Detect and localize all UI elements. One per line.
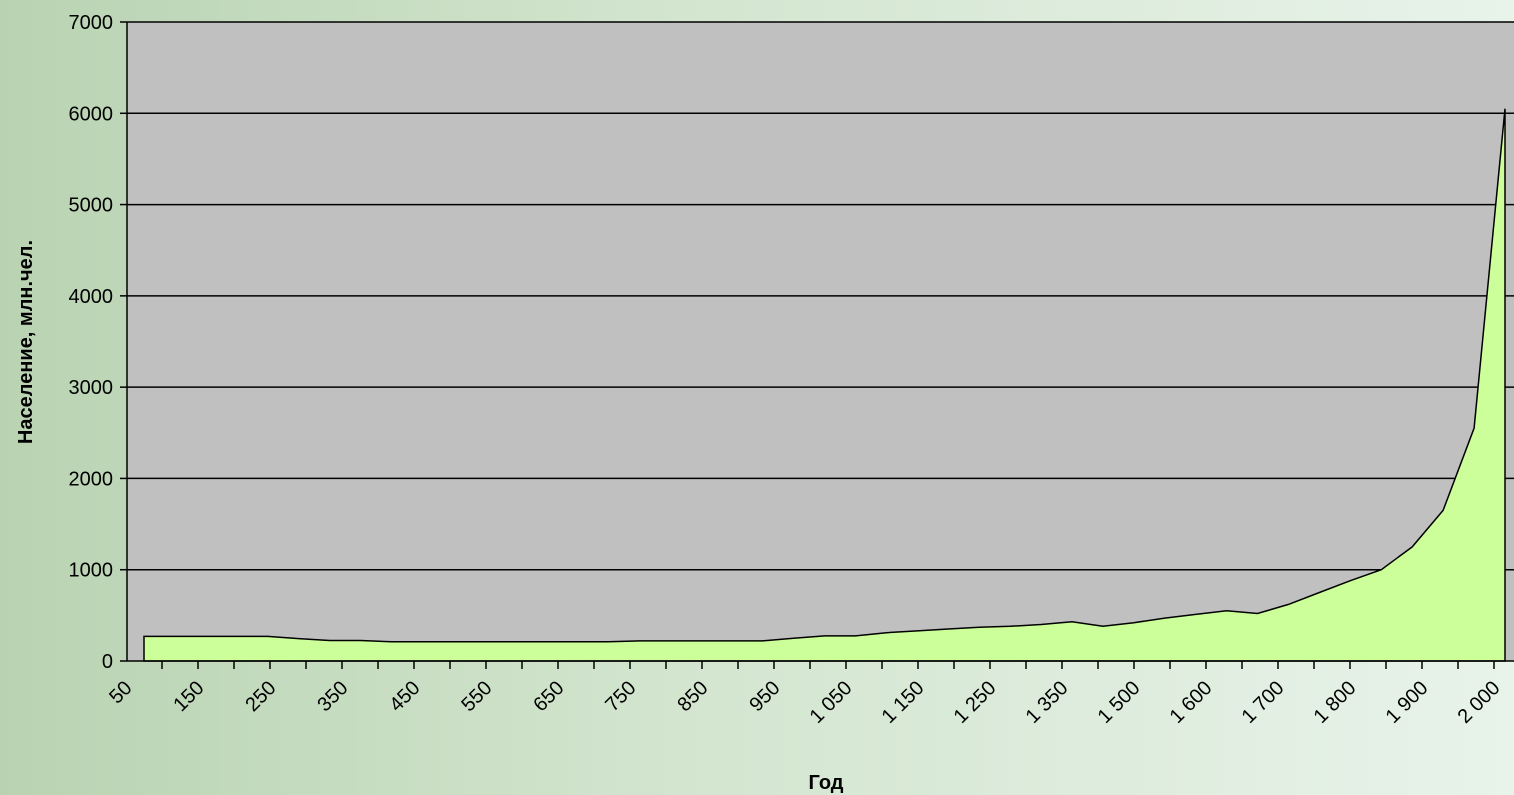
x-tick-label: 1 900 [1382, 677, 1433, 728]
x-tick-label: 950 [745, 677, 784, 716]
x-tick-labels: 50 150 250 350 450 550 650 750 850 950 1 050 1 150 1… [105, 677, 1504, 728]
x-tick-label: 750 [601, 677, 640, 716]
plot-area [127, 22, 1514, 661]
x-tick-label: 350 [313, 677, 352, 716]
x-tick-label: 50 [105, 677, 136, 708]
x-tick-label: 550 [457, 677, 496, 716]
axes [120, 21, 1514, 669]
y-tick-label: 3000 [69, 377, 114, 399]
x-tick-label: 1 600 [1166, 677, 1217, 728]
x-tick-label: 2 000 [1454, 677, 1505, 728]
y-axis-title: Население, млн.чел. [15, 240, 37, 444]
y-tick-label: 6000 [69, 103, 114, 125]
x-tick-label: 1 250 [950, 677, 1001, 728]
x-tick-label: 1 800 [1310, 677, 1361, 728]
y-tick-label: 4000 [69, 286, 114, 308]
y-tick-labels: 0 1000 2000 3000 4000 5000 6000 7000 [69, 12, 114, 673]
x-tick-label: 1 700 [1238, 677, 1289, 728]
x-tick-label: 1 150 [878, 677, 929, 728]
x-tick-label: 850 [673, 677, 712, 716]
x-tick-label: 450 [385, 677, 424, 716]
y-tick-label: 2000 [69, 468, 114, 490]
x-tick-label: 1 500 [1094, 677, 1145, 728]
x-tick-label: 150 [169, 677, 208, 716]
population-area [143, 108, 1506, 662]
y-tick-label: 7000 [69, 12, 114, 34]
gridlines [127, 21, 1514, 571]
y-tick-label: 1000 [69, 560, 114, 582]
x-tick-label: 1 050 [806, 677, 857, 728]
x-tick-label: 250 [241, 677, 280, 716]
x-tick-label: 1 350 [1022, 677, 1073, 728]
x-axis-title: Год [809, 772, 844, 794]
y-tick-label: 0 [102, 651, 113, 673]
y-tick-label: 5000 [69, 195, 114, 217]
x-tick-label: 650 [529, 677, 568, 716]
